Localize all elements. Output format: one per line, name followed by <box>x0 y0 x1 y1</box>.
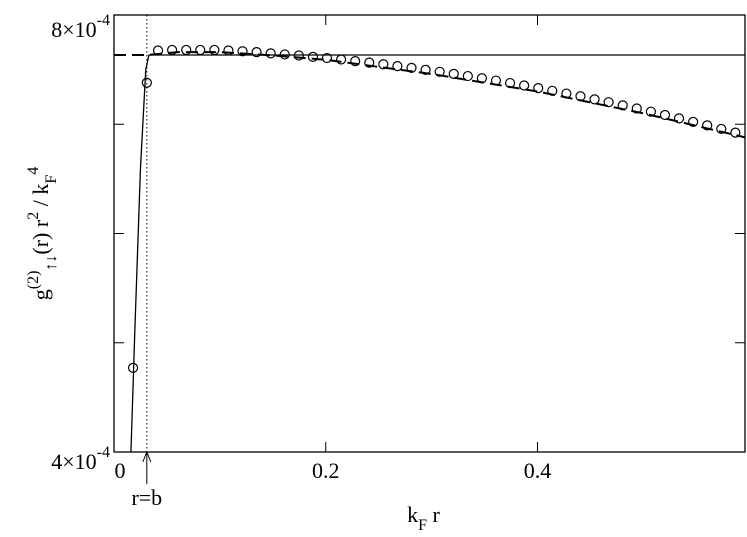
series-line <box>114 51 746 139</box>
data-point <box>293 50 304 61</box>
label-part: (2) <box>25 271 42 290</box>
data-point <box>307 51 319 62</box>
data-point <box>321 52 333 64</box>
data-point <box>716 123 727 135</box>
data-point <box>688 116 699 127</box>
data-point <box>519 80 530 91</box>
data-point <box>617 100 628 111</box>
y-axis-label: g(2)↑↓(r) r2 / kF4 <box>25 167 60 301</box>
series-line <box>130 54 745 453</box>
y-tick-base: 4×10 <box>51 449 96 474</box>
label-part: (r) r <box>28 219 53 254</box>
data-point <box>561 88 572 99</box>
x-tick-label: 0.4 <box>524 458 552 483</box>
data-point <box>462 70 473 82</box>
data-point <box>434 66 445 77</box>
data-point <box>631 103 642 114</box>
plot-frame <box>113 14 746 453</box>
label-part: g <box>28 289 53 300</box>
data-point <box>251 47 262 58</box>
data-point <box>448 68 459 79</box>
label-part: F <box>418 517 427 534</box>
data-point <box>335 54 347 65</box>
data-point <box>181 44 192 56</box>
y-tick-label: 4×10-4 <box>51 444 110 474</box>
label-part: 4 <box>25 167 42 175</box>
label-part: r <box>427 502 441 527</box>
x-tick-label: 0 <box>115 458 126 483</box>
data-point <box>141 77 152 88</box>
annotation: r=b <box>131 485 162 510</box>
y-tick-exponent: -4 <box>97 12 110 29</box>
data-point <box>589 94 600 105</box>
y-tick-label: 8×10-4 <box>51 12 110 42</box>
data-point <box>575 91 586 102</box>
arrow-head <box>142 450 152 463</box>
data-point <box>420 64 431 75</box>
data-point <box>223 45 234 56</box>
data-point <box>195 44 206 56</box>
data-point <box>476 73 488 84</box>
data-point <box>673 113 685 124</box>
label-part: F <box>43 175 60 184</box>
data-point <box>378 59 389 70</box>
data-point <box>127 362 139 373</box>
data-point <box>533 82 544 94</box>
data-point <box>490 75 502 86</box>
label-part: k <box>407 502 418 527</box>
data-point <box>392 61 403 72</box>
data-point <box>237 46 248 57</box>
data-point <box>406 62 417 73</box>
y-tick-base: 8×10 <box>51 17 96 42</box>
label-part: ↑↓ <box>43 255 60 271</box>
data-point <box>645 106 656 117</box>
data-point <box>265 48 276 59</box>
data-point <box>152 45 164 56</box>
x-axis-label: kF r <box>407 502 440 534</box>
data-point <box>702 120 713 131</box>
data-point <box>659 109 671 121</box>
x-tick-label: 0.2 <box>312 458 340 483</box>
data-point <box>167 44 178 56</box>
data-point <box>350 56 361 67</box>
data-point <box>603 97 614 108</box>
data-point <box>547 85 558 96</box>
label-part: / k <box>28 184 53 212</box>
data-point <box>504 77 516 89</box>
label-part: 2 <box>25 212 42 220</box>
data-point <box>364 57 375 68</box>
y-tick-exponent: -4 <box>97 444 110 461</box>
data-point <box>209 44 220 56</box>
data-point <box>279 49 290 60</box>
data-point <box>730 127 741 138</box>
